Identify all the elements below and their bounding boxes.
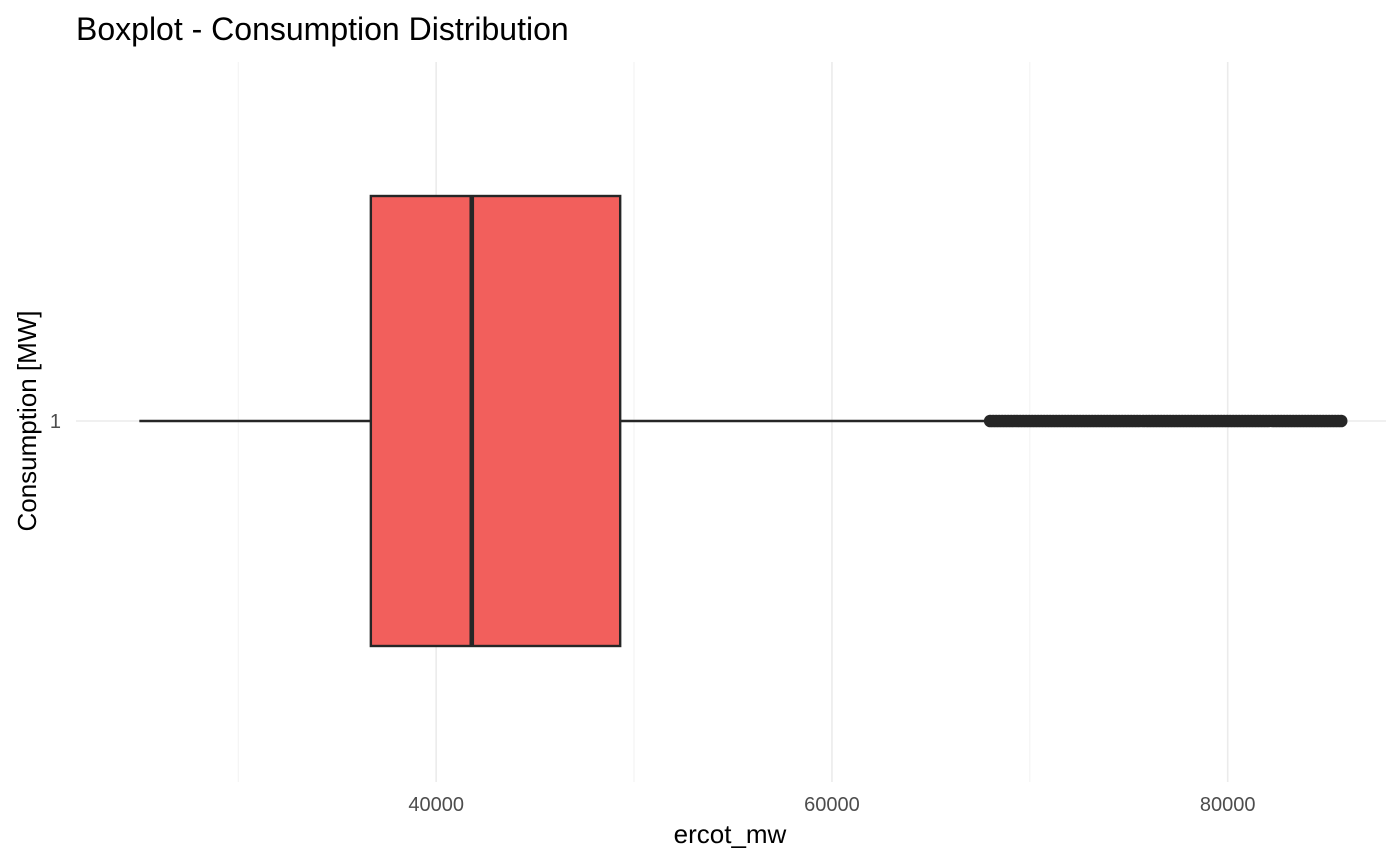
outlier-point [1334, 414, 1348, 428]
outlier-points [983, 414, 1348, 428]
y-axis-ticks: 1 [50, 411, 61, 433]
boxplot-series [139, 194, 1348, 648]
y-tick-label: 1 [50, 411, 61, 433]
chart-title: Boxplot - Consumption Distribution [76, 11, 569, 47]
x-tick-label: 80000 [1200, 794, 1256, 816]
y-axis-title: Consumption [MW] [12, 310, 42, 531]
x-axis-ticks: 40000 60000 80000 [408, 794, 1255, 816]
x-tick-label: 40000 [408, 794, 464, 816]
x-axis-title: ercot_mw [674, 819, 787, 849]
x-tick-label: 60000 [804, 794, 860, 816]
interquartile-box [369, 194, 622, 648]
